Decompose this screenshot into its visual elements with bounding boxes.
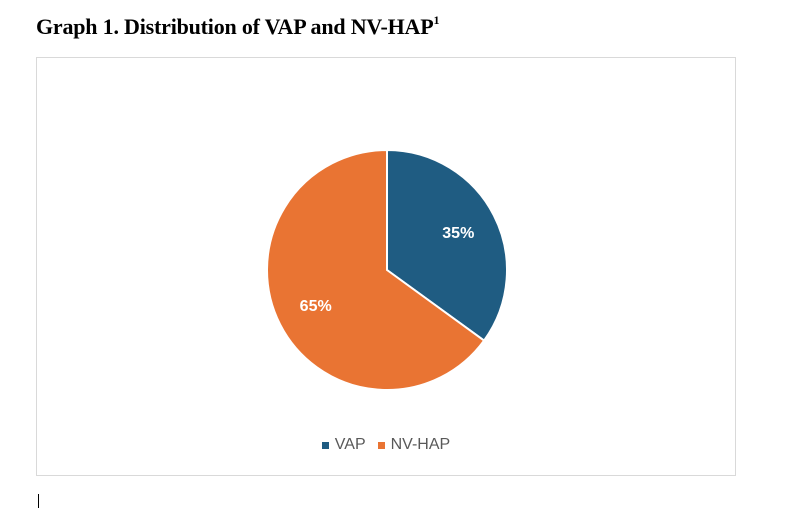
legend-label-vap: VAP — [334, 436, 366, 453]
legend-swatch-nv-hap — [377, 441, 385, 449]
legend-label-nv-hap: NV-HAP — [390, 436, 451, 453]
legend-item-nv-hap: NV-HAP — [377, 436, 451, 454]
graph-title: Graph 1. Distribution of VAP and NV-HAP1 — [36, 12, 440, 40]
pie-label-nv-hap: 65% — [300, 298, 332, 315]
pie-slice-nv-hap — [266, 148, 486, 391]
pie-chart: 35% 65% — [266, 148, 508, 391]
graph-title-footnote: 1 — [433, 12, 440, 27]
legend-item-vap: VAP — [321, 436, 366, 454]
pie-slice-vap — [386, 148, 508, 342]
legend-swatch-vap — [321, 441, 329, 449]
graph-title-text: Graph 1. Distribution of VAP and NV-HAP — [36, 14, 434, 39]
chart-area: 35% 65% VAP NV-HAP — [36, 57, 736, 476]
legend: VAP NV-HAP — [37, 436, 735, 454]
pie-label-vap: 35% — [442, 225, 474, 242]
text-cursor — [38, 494, 39, 508]
